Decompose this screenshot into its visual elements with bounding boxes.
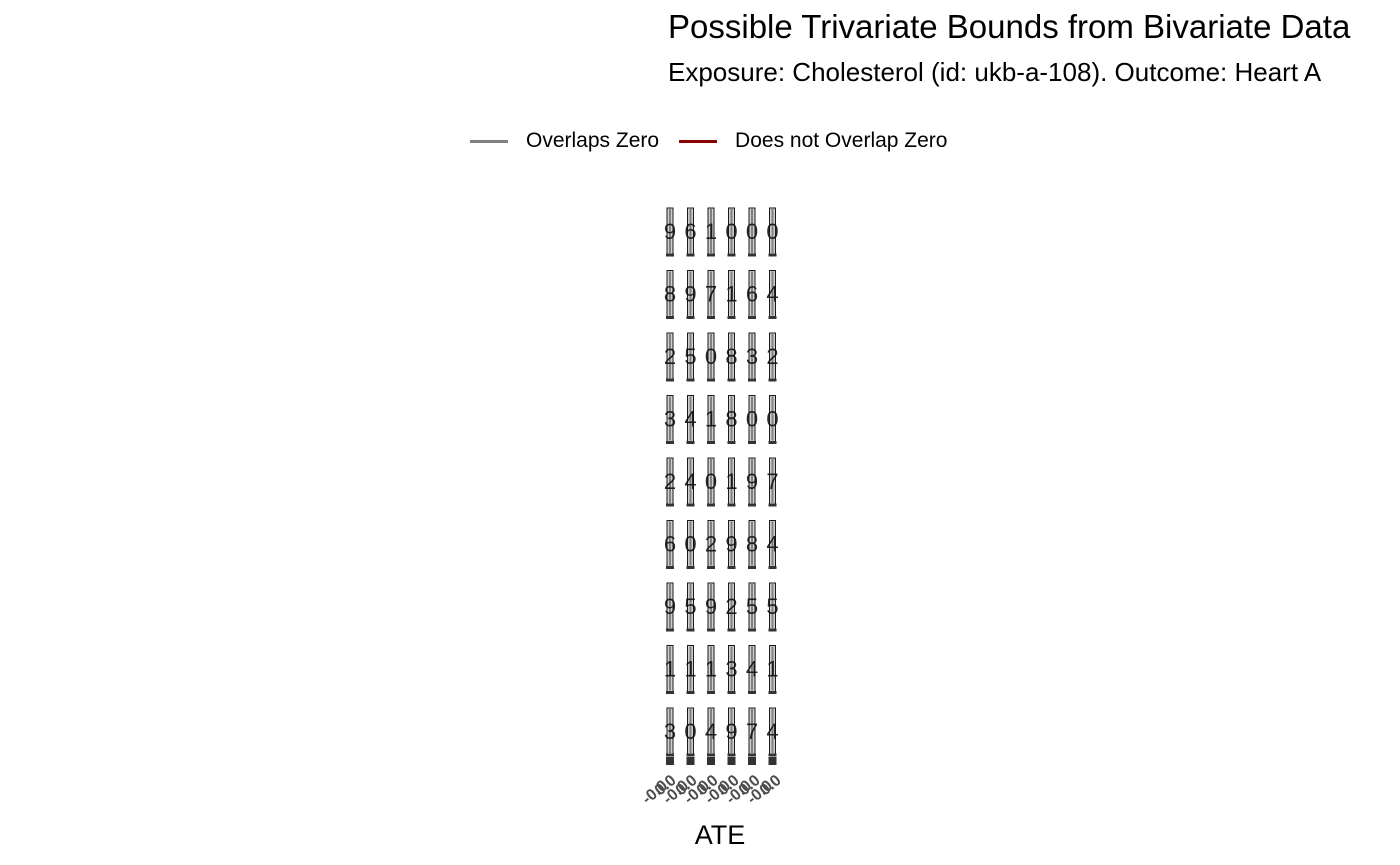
panel-value-label: 1	[684, 657, 696, 682]
panel-value-label: 0	[746, 407, 758, 432]
panel-value-label: 0	[684, 532, 696, 557]
panel-value-label: 6	[664, 532, 676, 557]
panel-value-label: 3	[725, 657, 737, 682]
panel-value-label: 7	[766, 469, 778, 494]
panel-value-label: 4	[684, 407, 696, 432]
panel-value-label: 1	[705, 657, 717, 682]
panel-value-label: 7	[746, 719, 758, 744]
panel-value-label: 9	[705, 594, 717, 619]
panel-value-label: 9	[725, 719, 737, 744]
panel-value-label: 3	[746, 344, 758, 369]
panel-value-label: 0	[746, 219, 758, 244]
panel-value-label: 6	[746, 282, 758, 307]
panel-value-label: 8	[725, 407, 737, 432]
bottom-marker	[748, 757, 756, 765]
bottom-marker	[768, 757, 777, 765]
panel-value-label: 0	[684, 719, 696, 744]
panel-value-label: 4	[766, 282, 778, 307]
panel-value-label: 6	[684, 219, 696, 244]
panel-value-label: 0	[705, 344, 717, 369]
panel-value-label: 7	[705, 282, 717, 307]
panel-value-label: 4	[705, 719, 717, 744]
panel-value-label: 1	[705, 219, 717, 244]
bottom-marker	[707, 757, 715, 765]
legend-swatch-not-overlap-zero	[679, 139, 718, 143]
chart-title: Possible Trivariate Bounds from Bivariat…	[668, 8, 1351, 45]
panel-value-label: 4	[746, 657, 758, 682]
legend-item-overlaps-zero: Overlaps Zero	[470, 129, 659, 153]
legend-item-not-overlap-zero: Does not Overlap Zero	[679, 129, 947, 153]
panel-value-label: 9	[684, 282, 696, 307]
panel-value-label: 9	[664, 594, 676, 619]
panel-value-label: 5	[766, 594, 778, 619]
panel-value-label: 5	[684, 594, 696, 619]
legend-label-not-overlap-zero: Does not Overlap Zero	[735, 129, 948, 152]
panel-value-label: 8	[725, 344, 737, 369]
panel-value-label: 2	[664, 344, 676, 369]
panel-value-label: 0	[705, 469, 717, 494]
panel-value-label: 9	[664, 219, 676, 244]
panel-value-label: 4	[766, 719, 778, 744]
panel-value-label: 3	[664, 719, 676, 744]
panel-value-label: 1	[725, 282, 737, 307]
panel-value-label: 1	[664, 657, 676, 682]
legend-label-overlaps-zero: Overlaps Zero	[526, 129, 660, 152]
panel-value-label: 9	[746, 469, 758, 494]
legend: Overlaps Zero Does not Overlap Zero	[470, 126, 967, 156]
chart-subtitle: Exposure: Cholesterol (id: ukb-a-108). O…	[668, 57, 1322, 87]
panel-value-label: 9	[725, 532, 737, 557]
panel-value-label: 2	[664, 469, 676, 494]
panel-value-label: 0	[766, 219, 778, 244]
panel-value-label: 4	[766, 532, 778, 557]
panel-value-label: 2	[766, 344, 778, 369]
panel-value-label: 1	[766, 657, 778, 682]
panel-value-label: 3	[664, 407, 676, 432]
bottom-marker	[686, 757, 695, 765]
panel-value-label: 1	[705, 407, 717, 432]
panel-value-label: 8	[746, 532, 758, 557]
panel-value-label: 0	[766, 407, 778, 432]
x-axis-label: ATE	[695, 820, 746, 850]
panel-value-label: 5	[684, 344, 696, 369]
panel-value-label: 2	[705, 532, 717, 557]
bottom-marker	[666, 757, 674, 765]
bottom-marker	[727, 757, 736, 765]
panel-value-label: 5	[746, 594, 758, 619]
legend-swatch-overlaps-zero	[470, 139, 508, 143]
panel-value-label: 2	[725, 594, 737, 619]
panel-value-label: 4	[684, 469, 696, 494]
panel-value-label: 0	[725, 219, 737, 244]
panel-value-label: 1	[725, 469, 737, 494]
panel-value-label: 8	[664, 282, 676, 307]
